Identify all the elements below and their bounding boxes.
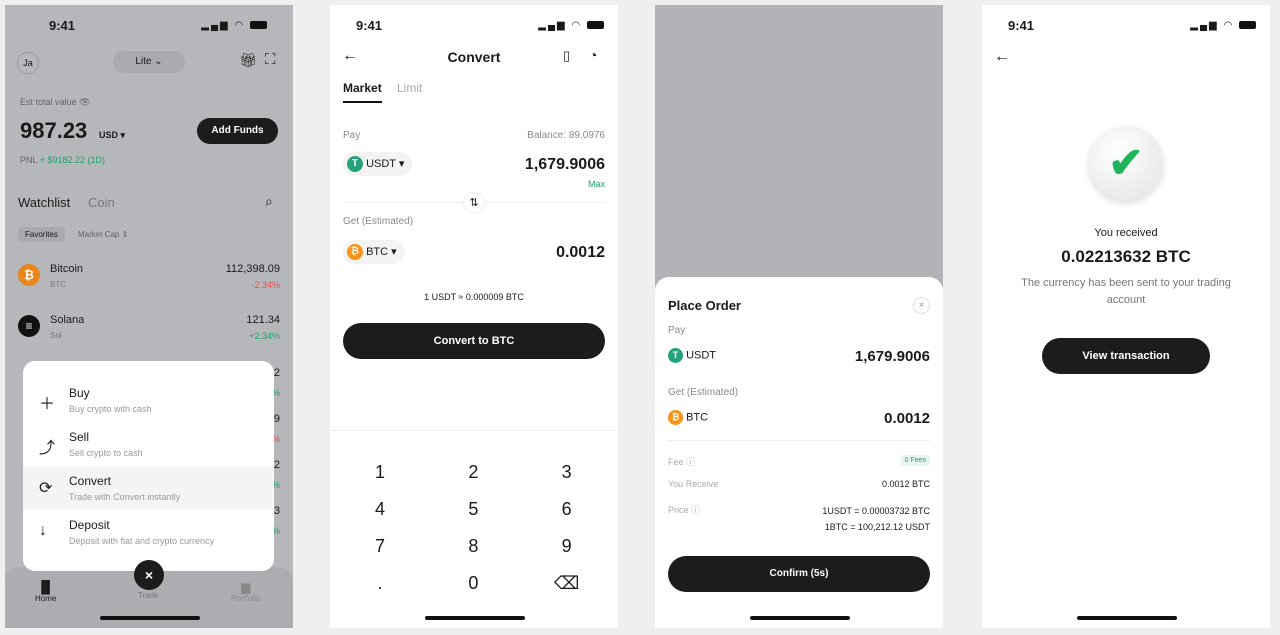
key-5[interactable]: 5	[468, 499, 479, 519]
confirm-button[interactable]: Confirm (5s)	[668, 556, 930, 592]
menu-item-convert[interactable]: ⟳ Convert Trade with Convert instantly	[23, 466, 273, 510]
avatar[interactable]: Ja	[17, 52, 39, 74]
view-transaction-button[interactable]: View transaction	[1042, 338, 1210, 374]
home-indicator	[425, 616, 525, 620]
hand-up-icon: ⤴	[39, 440, 56, 457]
success-screen: 9:41 ▂▄▆ ◠ ← ✔ You received 0.02213632 BT…	[982, 5, 1270, 628]
key-dot[interactable]: .	[377, 573, 383, 593]
tab-coin[interactable]: Coin	[88, 195, 115, 210]
balance: Balance: 89.0976	[527, 130, 605, 141]
search-icon[interactable]: ⌕	[265, 193, 273, 209]
btc-icon: ₿	[347, 244, 363, 260]
est-total-label: Est total value 👁︎	[20, 97, 91, 107]
key-7[interactable]: 7	[374, 536, 385, 556]
key-8[interactable]: 8	[468, 536, 479, 556]
pnl-value: + $9182.22 (1D)	[39, 155, 105, 165]
gift-icon[interactable]: 🎁︎	[239, 52, 257, 68]
key-4[interactable]: 4	[374, 499, 385, 519]
nav-home[interactable]: ▐▌ Home	[35, 580, 57, 603]
back-arrow-icon[interactable]: ←	[994, 48, 1010, 65]
chart-bar-icon: ▐▌	[37, 580, 55, 594]
sheet-title: Place Order	[668, 298, 741, 313]
max-button[interactable]: Max	[587, 179, 605, 189]
key-9[interactable]: 9	[561, 536, 572, 556]
menu-item-sell[interactable]: ⤴ Sell Sell crypto to cash	[39, 430, 143, 458]
refresh-icon: ⟳	[39, 480, 53, 497]
total-value: 987.23	[20, 118, 88, 143]
filter-favorites[interactable]: Favorites	[18, 227, 65, 242]
close-menu-button[interactable]: ×	[134, 560, 164, 590]
pay-coin-selector[interactable]: T USDT ▾	[343, 152, 413, 176]
plus-icon: ＋	[39, 396, 56, 413]
key-2[interactable]: 2	[468, 462, 479, 482]
signal-wifi-battery-icon: ▂▄▆ ◠	[201, 20, 267, 31]
close-icon[interactable]: ×	[913, 297, 930, 314]
history-icon[interactable]: ◔	[589, 47, 598, 63]
place-order-screen: Place Order × Pay T USDT 1,679.9006 Get …	[655, 5, 943, 628]
filter-market-cap[interactable]: Market Cap ⇕	[78, 230, 129, 239]
signal-wifi-battery-icon: ▂▄▆ ◠	[538, 20, 604, 31]
scan-icon[interactable]: ⛶	[265, 51, 276, 68]
home-indicator	[750, 616, 850, 620]
wallet-icon: ▆	[241, 580, 251, 594]
received-amount: 0.02213632 BTC	[1061, 247, 1191, 266]
tab-market[interactable]: Market	[343, 81, 382, 103]
status-bar: 9:41 ▂▄▆ ◠	[5, 18, 293, 38]
bitcoin-icon: ₿	[18, 264, 40, 286]
usdt-icon: T	[668, 348, 683, 363]
add-funds-button[interactable]: Add Funds	[197, 118, 278, 144]
home-screen: 9:41 ▂▄▆ ◠ Ja Lite ⌄ 🎁︎ ⛶ Est total value…	[5, 5, 293, 628]
key-1[interactable]: 1	[374, 462, 385, 482]
help-icon: ⓘ	[691, 505, 701, 515]
fee-badge: 0 Fees	[900, 455, 930, 466]
mode-dropdown[interactable]: Lite ⌄	[113, 51, 185, 73]
success-check-icon: ✔	[1089, 126, 1163, 200]
menu-item-buy[interactable]: ＋ Buy Buy crypto with cash	[39, 386, 152, 414]
trade-menu: ＋ Buy Buy crypto with cash ⤴ Sell Sell crypt…	[23, 361, 274, 571]
help-icon: ⓘ	[686, 457, 696, 467]
currency-selector[interactable]: USD ▾	[99, 130, 126, 140]
get-coin-selector[interactable]: ₿ BTC ▾	[343, 240, 405, 264]
tab-watchlist[interactable]: Watchlist	[18, 195, 71, 210]
signal-wifi-battery-icon: ▂▄▆ ◠	[1190, 20, 1256, 31]
place-order-sheet: Place Order × Pay T USDT 1,679.9006 Get …	[655, 277, 943, 628]
get-amount: 0.0012	[556, 244, 605, 261]
home-indicator	[100, 616, 200, 620]
convert-screen: 9:41 ▂▄▆ ◠ ← Convert ▯ ◔ Market Limit Pay…	[330, 5, 618, 628]
rate: 1 USDT ≈ 0.000009 BTC	[424, 292, 524, 302]
home-indicator	[1077, 616, 1177, 620]
solana-icon: ≡	[18, 315, 40, 337]
tab-limit[interactable]: Limit	[397, 81, 423, 95]
menu-item-deposit[interactable]: ↓ Deposit Deposit with fiat and crypto cur…	[39, 518, 215, 546]
nav-portfolio[interactable]: ▆ Portfolio	[231, 580, 261, 603]
key-0[interactable]: 0	[468, 573, 479, 593]
btc-icon: ₿	[668, 410, 683, 425]
key-3[interactable]: 3	[561, 462, 572, 482]
convert-button[interactable]: Convert to BTC	[343, 323, 605, 359]
keypad: 1 2 3 4 5 6 7 8 9. 0 ⌫	[335, 462, 615, 594]
order-list-icon[interactable]: ▯	[563, 48, 571, 63]
page-title: Convert	[447, 49, 501, 65]
swap-icon[interactable]: ⇅	[463, 192, 485, 214]
key-6[interactable]: 6	[561, 499, 572, 519]
usdt-icon: T	[347, 156, 363, 172]
nav-trade[interactable]: Trade	[138, 591, 159, 600]
pay-amount-input[interactable]: 1,679.9006	[524, 156, 605, 173]
back-arrow-icon[interactable]: ←	[342, 47, 358, 64]
arrow-down-icon: ↓	[39, 522, 47, 539]
backspace-key[interactable]: ⌫	[553, 573, 580, 593]
